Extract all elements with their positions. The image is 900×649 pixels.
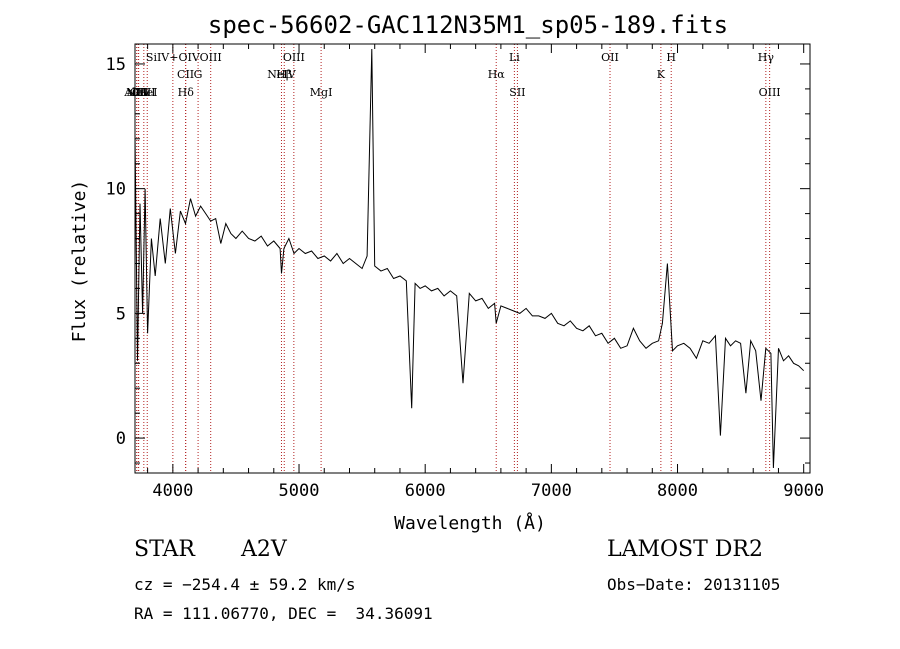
line-label: OIII <box>759 86 781 99</box>
line-label: G <box>194 68 203 81</box>
x-tick-label: 7000 <box>531 481 572 501</box>
object-class: STAR <box>134 537 195 562</box>
x-tick-label: 8000 <box>657 481 698 501</box>
x-tick-label: 9000 <box>783 481 824 501</box>
line-label: OIII <box>200 51 222 64</box>
line-label: NeV <box>126 86 151 99</box>
line-label: Hδ <box>178 86 195 99</box>
y-tick-label: 0 <box>116 429 126 449</box>
x-tick-label: 4000 <box>152 481 193 501</box>
line-label: CII <box>177 68 194 81</box>
line-label: SII <box>509 86 525 99</box>
x-tick-label: 5000 <box>279 481 320 501</box>
axes-layer: 4000 5000 6000 7000 8000 9000 0 5 10 15 <box>106 43 824 501</box>
x-tick-label: 6000 <box>405 481 446 501</box>
line-label: SiIV+OIV <box>146 51 201 64</box>
line-label: OII <box>601 51 619 64</box>
y-tick-label: 10 <box>106 180 126 200</box>
y-tick-label: 15 <box>106 55 126 75</box>
line-label: AlIII <box>123 86 149 99</box>
spectrum-series <box>134 48 805 469</box>
line-label: H <box>666 51 676 64</box>
line-label: Hβ <box>276 68 292 81</box>
chart-title: spec-56602-GAC112N35M1_sp05-189.fits <box>208 11 728 39</box>
y-axis-label: Flux (relative) <box>69 180 90 343</box>
line-label-layer: AlIIINeVOIICaIIHeISiIV+OIVCIIHδGOIIINeIV… <box>123 51 780 99</box>
y-tick-label: 5 <box>116 304 126 324</box>
line-label: K <box>657 68 666 81</box>
line-marker-layer <box>136 44 771 473</box>
line-label: CaII <box>132 86 156 99</box>
redshift-velocity: cz = −254.4 ± 59.2 km/s <box>134 575 356 594</box>
observation-date: Obs−Date: 20131105 <box>607 575 781 594</box>
line-label: OIII <box>283 51 305 64</box>
line-label: Hγ <box>758 51 775 64</box>
x-axis-label: Wavelength (Å) <box>394 512 546 534</box>
object-subclass: A2V <box>241 537 287 562</box>
line-label: MgI <box>310 86 333 99</box>
line-label: NeIV <box>267 68 296 81</box>
line-label: HeI <box>137 86 157 99</box>
sky-coordinates: RA = 111.06770, DEC = 34.36091 <box>134 604 433 623</box>
survey-name: LAMOST DR2 <box>607 537 763 562</box>
line-label: Li <box>509 51 520 64</box>
line-label: OII <box>130 86 148 99</box>
spectrum-layer <box>134 48 805 469</box>
line-label: Hα <box>488 68 506 81</box>
plot-frame <box>134 43 811 474</box>
